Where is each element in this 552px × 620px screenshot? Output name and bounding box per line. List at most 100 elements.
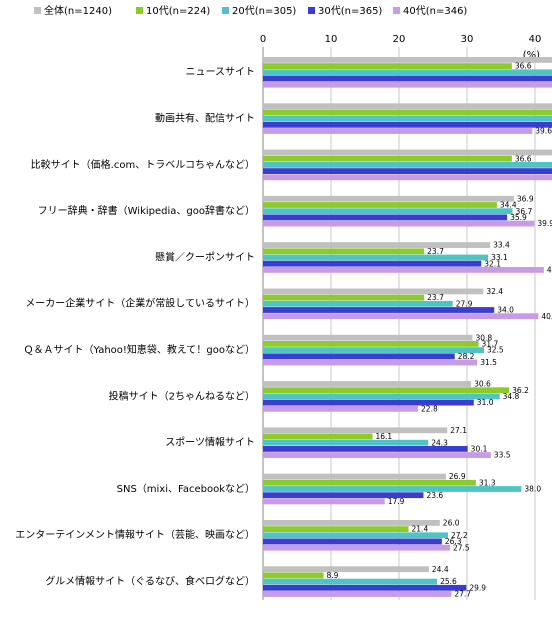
bar: [263, 532, 448, 539]
bar: [263, 260, 482, 267]
unit-label: (%): [523, 50, 540, 61]
bar: [263, 288, 484, 295]
bar: [263, 399, 474, 406]
category-label: 懸賞／クーポンサイト: [155, 250, 255, 263]
bar-value-label: 40.5: [541, 312, 552, 321]
category-label: 動画共有、配信サイト: [155, 112, 255, 125]
bar: [263, 155, 512, 162]
bar-value-label: 34.4: [500, 201, 517, 210]
category-label: Ｑ＆Ａサイト（Yahoo!知恵袋、教えて！gooなど）: [23, 343, 255, 356]
bar-value-label: 30.1: [471, 445, 488, 454]
bar-value-label: 38.0: [524, 485, 541, 494]
bar: [263, 202, 497, 208]
bar: [263, 572, 324, 579]
category-label: スポーツ情報サイト: [165, 436, 255, 449]
bar: [263, 446, 468, 452]
bar: [263, 174, 552, 181]
bar-value-label: 31.5: [480, 358, 497, 367]
bar-value-label: 36.6: [515, 62, 532, 71]
bar: [263, 347, 484, 353]
bar: [263, 387, 510, 394]
bar: [263, 359, 478, 366]
bar: [263, 584, 467, 591]
bar: [263, 242, 491, 248]
bar-value-label: 31.0: [477, 398, 494, 407]
x-tick-label: 0: [260, 34, 266, 45]
bar: [263, 473, 446, 480]
bar: [263, 294, 425, 301]
bar: [263, 393, 500, 400]
bar-value-label: 27.2: [451, 531, 468, 540]
bar-value-label: 27.7: [454, 590, 471, 599]
bar: [263, 208, 513, 215]
bar-value-label: 25.6: [440, 577, 457, 586]
bar-value-label: 36.9: [517, 194, 534, 203]
bar: [263, 591, 452, 597]
bar-value-label: 27.1: [450, 426, 467, 435]
bar-value-label: 24.4: [432, 565, 449, 574]
legend-swatch: [34, 7, 41, 14]
bar-value-label: 26.9: [449, 472, 466, 481]
bar-value-label: 23.6: [426, 491, 443, 500]
bar: [263, 433, 373, 440]
category-label: 投稿サイト（2ちゃんねるなど）: [109, 389, 255, 402]
bar: [263, 566, 429, 573]
chart-grid: [262, 47, 536, 600]
legend-label: 20代(n=305): [232, 5, 296, 17]
bar: [263, 128, 533, 134]
bar-value-label: 16.1: [375, 432, 392, 441]
bar: [263, 103, 552, 110]
bar: [263, 248, 425, 255]
bar-value-label: 36.7: [516, 207, 533, 216]
bar: [263, 439, 429, 446]
bar: [263, 578, 438, 585]
bar-value-label: 27.5: [453, 543, 470, 552]
bar: [263, 526, 409, 532]
category-label: ニュースサイト: [186, 66, 256, 78]
category-label: 比較サイト（価格.com、トラベルコちゃんなど）: [31, 158, 255, 171]
bar: [263, 168, 552, 174]
chart-bars: 52.936.653.456.759.049.462.958.442.739.6…: [263, 57, 552, 599]
bar: [263, 57, 552, 63]
bar: [263, 109, 552, 116]
bar-value-label: 35.9: [510, 213, 527, 222]
bar-value-label: 36.6: [515, 154, 532, 163]
bar-value-label: 30.6: [474, 380, 491, 389]
bar: [263, 300, 453, 307]
bar-value-label: 30.8: [475, 333, 492, 342]
bar-value-label: 32.1: [484, 259, 501, 268]
bar-value-label: 31.3: [479, 478, 496, 487]
x-axis: (%) 010203040506070: [260, 34, 542, 61]
bar: [263, 220, 535, 227]
bar: [263, 486, 522, 492]
legend-swatch: [222, 7, 229, 14]
bar: [263, 492, 424, 499]
legend-swatch: [136, 7, 143, 14]
bar-value-label: 26.3: [445, 537, 462, 546]
bar: [263, 81, 552, 88]
legend-label: 40代(n=346): [403, 5, 467, 17]
bar: [263, 498, 385, 505]
bar-value-label: 17.9: [388, 497, 405, 506]
bar: [263, 69, 552, 76]
legend-swatch: [308, 7, 315, 14]
bar: [263, 427, 448, 434]
bar-value-label: 36.2: [512, 386, 529, 395]
bar-value-label: 33.4: [493, 241, 510, 250]
bar-value-label: 39.6: [535, 127, 552, 136]
bar: [263, 195, 514, 202]
bar: [263, 544, 450, 551]
bar: [263, 479, 476, 486]
category-label: エンターテインメント情報サイト（芸能、映画など）: [15, 528, 255, 541]
bar: [263, 115, 552, 122]
bar: [263, 405, 419, 412]
legend-label: 全体(n=1240): [44, 4, 112, 17]
legend-label: 30代(n=365): [318, 5, 382, 17]
bar: [263, 149, 552, 156]
x-tick-label: 10: [325, 34, 338, 45]
category-labels: ニュースサイト動画共有、配信サイト比較サイト（価格.com、トラベルコちゃんなど…: [15, 66, 255, 587]
category-label: SNS（mixi、Facebookなど）: [117, 483, 255, 495]
bar: [263, 313, 539, 320]
bar: [263, 75, 552, 82]
